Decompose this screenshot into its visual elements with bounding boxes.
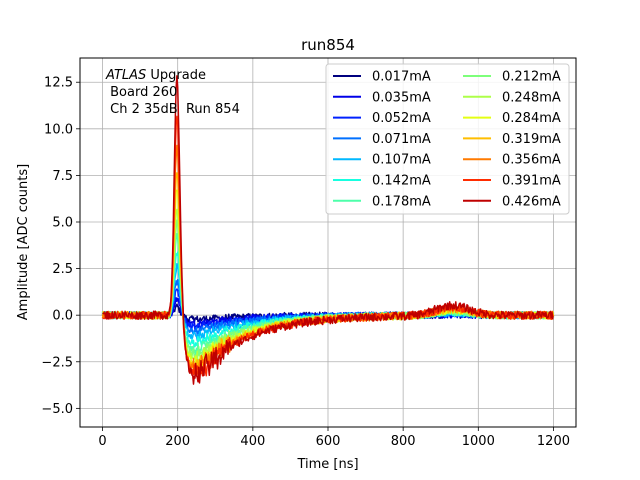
legend-label: 0.356mA	[502, 153, 561, 168]
series-line	[102, 75, 554, 385]
annotation-experiment: ATLAS	[105, 68, 146, 83]
chart-title: run854	[301, 36, 355, 54]
legend-label: 0.107mA	[372, 153, 431, 168]
legend-label: 0.071mA	[372, 132, 431, 147]
legend-entry: 0.107mA	[333, 153, 431, 168]
legend-label: 0.178mA	[372, 194, 431, 209]
legend-label: 0.017mA	[372, 70, 431, 85]
x-tick-label: 200	[165, 434, 190, 449]
x-axis-label: Time [ns]	[296, 457, 358, 472]
y-tick-label: 12.5	[44, 76, 73, 91]
legend-frame	[325, 63, 570, 215]
y-tick-label: 0.0	[52, 309, 73, 324]
y-tick-label: 7.5	[52, 169, 73, 184]
legend-label: 0.319mA	[502, 132, 561, 147]
legend-label: 0.426mA	[502, 194, 561, 209]
x-tick-label: 800	[391, 434, 416, 449]
annotation-line-3: Ch 2 35dB Run 854	[106, 102, 240, 117]
y-axis-label: Amplitude [ADC counts]	[16, 164, 31, 320]
legend-entry: 0.052mA	[333, 111, 431, 126]
legend-entry: 0.248mA	[463, 90, 561, 105]
legend-label: 0.391mA	[502, 174, 561, 189]
legend-entry: 0.212mA	[463, 70, 561, 85]
legend-entry: 0.356mA	[463, 153, 561, 168]
legend-label: 0.142mA	[372, 174, 431, 189]
legend-entry: 0.017mA	[333, 70, 431, 85]
y-tick-label: 2.5	[52, 262, 73, 277]
x-tick-label: 1200	[537, 434, 570, 449]
annotation-line-2: Board 260	[106, 85, 177, 100]
annotation-line-1: ATLAS Upgrade	[105, 68, 206, 83]
legend: 0.017mA 0.035mA 0.052mA 0.071mA 0.107mA 0.142…	[325, 63, 570, 215]
legend-label: 0.052mA	[372, 111, 431, 126]
y-tick-label: −2.5	[41, 355, 73, 370]
y-tick-label: −5.0	[41, 402, 73, 417]
legend-entry: 0.391mA	[463, 174, 561, 189]
y-tick-label: 10.0	[44, 122, 73, 137]
legend-entry: 0.142mA	[333, 174, 431, 189]
legend-entry: 0.319mA	[463, 132, 561, 147]
x-tick-label: 1000	[462, 434, 495, 449]
annotation-upgrade: Upgrade	[146, 68, 206, 83]
x-tick-label: 600	[316, 434, 341, 449]
x-ticks: 0 200 400 600 800 1000 1200	[98, 427, 570, 449]
y-tick-label: 5.0	[52, 216, 73, 231]
legend-entry: 0.426mA	[463, 194, 561, 209]
legend-entry: 0.035mA	[333, 90, 431, 105]
y-ticks: −5.0 −2.5 0.0 2.5 5.0 7.5 10.0 12.5	[41, 76, 80, 417]
legend-label: 0.284mA	[502, 111, 561, 126]
x-tick-label: 0	[98, 434, 106, 449]
legend-label: 0.212mA	[502, 70, 561, 85]
series-layer	[101, 75, 555, 385]
legend-entry: 0.071mA	[333, 132, 431, 147]
annotation: ATLAS Upgrade Board 260 Ch 2 35dB Run 85…	[105, 68, 240, 117]
legend-entry: 0.284mA	[463, 111, 561, 126]
x-tick-label: 400	[240, 434, 265, 449]
legend-label: 0.035mA	[372, 90, 431, 105]
legend-entry: 0.178mA	[333, 194, 431, 209]
legend-label: 0.248mA	[502, 90, 561, 105]
